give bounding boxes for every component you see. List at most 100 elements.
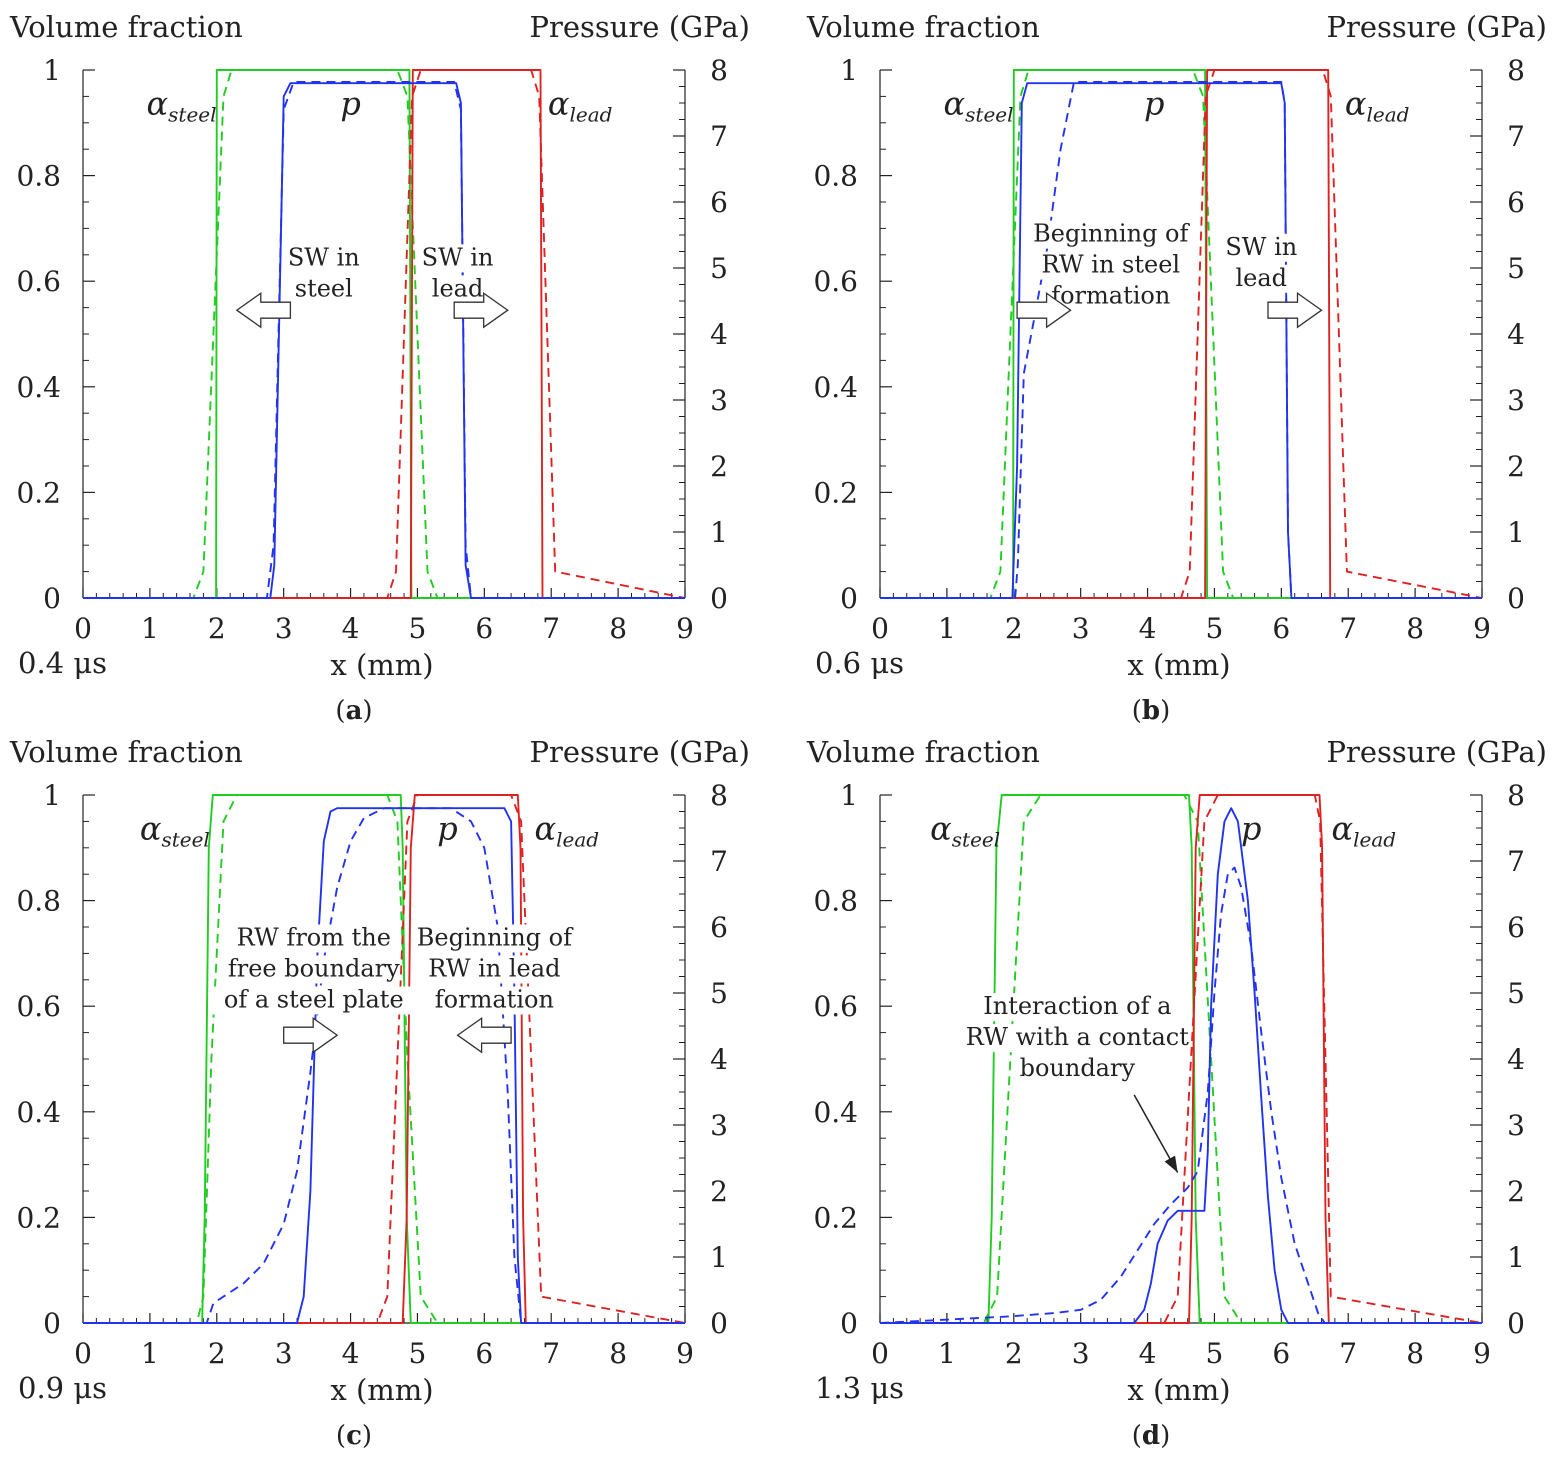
steel-label: αsteel — [147, 84, 217, 126]
y-left-tick-label: 0.6 — [16, 990, 61, 1023]
x-tick-label: 9 — [1473, 612, 1491, 645]
y-left-tick-label: 0 — [43, 1307, 61, 1340]
steel-label-symbol: α — [944, 84, 966, 122]
y-right-tick-label: 0 — [710, 1307, 728, 1340]
y-left-tick-label: 0.2 — [16, 1201, 61, 1234]
x-tick-label: 2 — [1005, 1337, 1023, 1370]
y-right-tick-label: 7 — [710, 845, 728, 878]
series-alpha_steel-solid — [83, 794, 685, 1324]
annotation-text: RW in lead — [428, 954, 560, 982]
pointer-arrow-head — [1164, 1155, 1178, 1173]
annotation-mask — [415, 924, 573, 953]
caption-paren-close: ) — [1160, 696, 1170, 726]
y-right-tick-label: 4 — [1507, 318, 1525, 351]
lead-label-subscript: lead — [556, 827, 599, 851]
y-right-tick-label: 5 — [1507, 977, 1525, 1010]
x-tick-label: 1 — [938, 1337, 956, 1370]
y-right-tick-label: 6 — [1507, 911, 1525, 944]
x-tick-label: 6 — [1272, 612, 1290, 645]
y-right-tick-label: 1 — [710, 516, 728, 549]
panel-caption: (d) — [1132, 1421, 1171, 1451]
title-left: Volume fraction — [806, 10, 1040, 44]
annotation-text: of a steel plate — [224, 985, 404, 1013]
y-left-tick-label: 1 — [43, 54, 61, 87]
y-right-tick-label: 4 — [710, 1043, 728, 1076]
annotation-text: formation — [435, 985, 554, 1013]
y-left-tick-label: 0.4 — [16, 1096, 61, 1129]
series-alpha_steel-solid — [83, 69, 685, 599]
lead-label: αlead — [1345, 84, 1410, 126]
annotation-mask — [1023, 1055, 1131, 1084]
series-alpha_steel-dashed — [880, 69, 1482, 599]
series-alpha_lead-dashed — [83, 69, 686, 599]
y-right-tick-label: 6 — [710, 186, 728, 219]
lead-label-subscript: lead — [1366, 102, 1409, 126]
caption-letter: a — [346, 696, 363, 726]
time-label: 0.6 μs — [815, 646, 904, 680]
series-p-solid — [83, 807, 685, 1324]
annotation-text: RW from the — [237, 923, 391, 951]
steel-label-symbol: α — [930, 809, 952, 847]
y-right-tick-label: 7 — [710, 120, 728, 153]
y-left-tick-label: 1 — [840, 779, 858, 812]
title-right: Pressure (GPa) — [1326, 10, 1547, 44]
y-right-tick-label: 0 — [710, 582, 728, 615]
x-axis-label: x (mm) — [330, 648, 433, 682]
series-p-solid — [880, 807, 1482, 1324]
x-tick-label: 3 — [1072, 612, 1090, 645]
steel-label: αsteel — [930, 809, 1000, 851]
x-tick-label: 5 — [1206, 1337, 1224, 1370]
lead-label: αlead — [548, 84, 613, 126]
pressure-label: p — [1241, 809, 1261, 847]
y-right-tick-label: 8 — [1507, 779, 1525, 812]
annotation-text: lead — [432, 274, 484, 302]
caption-paren-open: ( — [1132, 696, 1142, 726]
series-alpha_lead-dashed — [880, 794, 1483, 1324]
series-alpha_lead-solid — [880, 69, 1482, 599]
x-tick-label: 7 — [1339, 1337, 1357, 1370]
y-right-tick-label: 0 — [1507, 582, 1525, 615]
y-right-tick-label: 3 — [1507, 1109, 1525, 1142]
pressure-label: p — [1144, 84, 1164, 122]
annotation-mask — [288, 275, 359, 304]
y-left-tick-label: 0 — [840, 1307, 858, 1340]
x-tick-label: 4 — [1139, 1337, 1157, 1370]
y-left-tick-label: 0.6 — [813, 990, 858, 1023]
series-p-dashed — [83, 807, 685, 1324]
time-label: 0.9 μs — [18, 1371, 107, 1405]
annotation-text: boundary — [1020, 1054, 1136, 1082]
x-tick-label: 0 — [74, 1337, 92, 1370]
y-left-tick-label: 0.4 — [16, 371, 61, 404]
y-right-tick-label: 4 — [1507, 1043, 1525, 1076]
x-tick-label: 7 — [542, 1337, 560, 1370]
y-left-tick-label: 0.8 — [16, 160, 61, 193]
x-tick-label: 4 — [342, 612, 360, 645]
annotation-text: steel — [295, 274, 353, 302]
y-left-tick-label: 0.4 — [813, 1096, 858, 1129]
title-right: Pressure (GPa) — [1326, 735, 1547, 769]
x-tick-label: 4 — [342, 1337, 360, 1370]
x-tick-label: 2 — [1005, 612, 1023, 645]
y-right-tick-label: 1 — [1507, 1241, 1525, 1274]
y-left-tick-label: 0.8 — [16, 885, 61, 918]
steel-label-subscript: steel — [168, 102, 216, 126]
block-arrow-right — [1016, 291, 1072, 329]
x-tick-label: 9 — [676, 612, 694, 645]
series-p-dashed — [879, 866, 1482, 1324]
title-left: Volume fraction — [9, 735, 243, 769]
x-tick-label: 5 — [1206, 612, 1224, 645]
series-alpha_steel-dashed — [880, 794, 1482, 1324]
steel-label-subscript: steel — [161, 827, 209, 851]
series-alpha_steel-dashed — [83, 794, 685, 1324]
x-tick-label: 7 — [542, 612, 560, 645]
block-arrow-right — [283, 1016, 339, 1054]
x-tick-label: 0 — [871, 612, 889, 645]
annotation-mask — [229, 955, 399, 984]
annotation-mask — [1050, 282, 1171, 311]
pressure-label: p — [437, 809, 457, 847]
annotation-mask — [974, 993, 1181, 1022]
y-left-tick-label: 1 — [43, 779, 61, 812]
x-tick-label: 5 — [409, 1337, 427, 1370]
lead-label-subscript: lead — [569, 102, 612, 126]
steel-label-subscript: steel — [952, 827, 1000, 851]
